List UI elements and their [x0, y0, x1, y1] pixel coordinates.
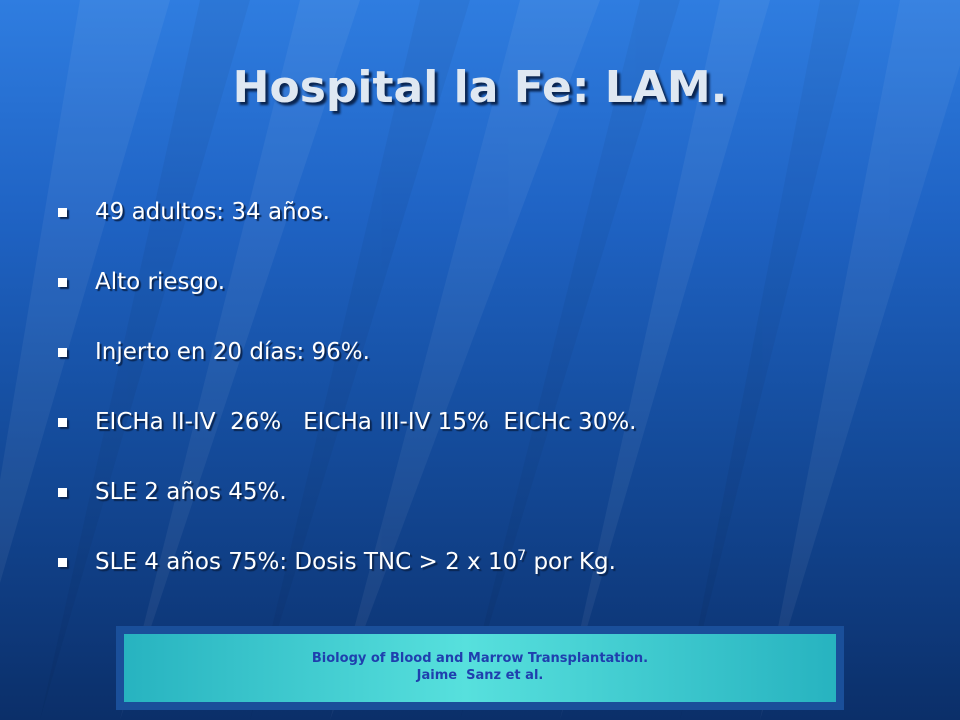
bullet-text: SLE 2 años 45%.	[95, 479, 287, 505]
bullet-item-engraftment: Injerto en 20 días: 96%.	[58, 332, 637, 402]
bullet-text: 49 adultos: 34 años.	[95, 199, 330, 225]
square-bullet-icon	[58, 278, 67, 287]
bullet-item-gvhd: EICHa II-IV 26% EICHa III-IV 15% EICHc 3…	[58, 402, 637, 472]
bullet-text-main: SLE 4 años 75%: Dosis TNC > 2 x 10	[95, 549, 518, 575]
citation-authors: Jaime Sanz et al.	[416, 668, 544, 683]
bullet-text-suffix: por Kg.	[526, 549, 616, 575]
bullet-item-cohort: 49 adultos: 34 años.	[58, 192, 637, 262]
square-bullet-icon	[58, 488, 67, 497]
bullet-item-risk: Alto riesgo.	[58, 262, 637, 332]
citation-box: Biology of Blood and Marrow Transplantat…	[124, 634, 836, 702]
bullet-exponent: 7	[517, 548, 527, 564]
bullet-text: Injerto en 20 días: 96%.	[95, 339, 370, 365]
square-bullet-icon	[58, 558, 67, 567]
square-bullet-icon	[58, 418, 67, 427]
citation-journal: Biology of Blood and Marrow Transplantat…	[311, 651, 649, 666]
bullet-text: EICHa II-IV 26% EICHa III-IV 15% EICHc 3…	[95, 409, 637, 435]
square-bullet-icon	[58, 208, 67, 217]
square-bullet-icon	[58, 348, 67, 357]
bullet-item-sle-4-years: SLE 4 años 75%: Dosis TNC > 2 x 107 por …	[58, 542, 637, 612]
bullet-item-sle-2-years: SLE 2 años 45%.	[58, 472, 637, 542]
slide-title: Hospital la Fe: LAM.	[232, 62, 728, 113]
bullet-text: Alto riesgo.	[95, 269, 226, 295]
bullet-list: 49 adultos: 34 años. Alto riesgo. Injert…	[58, 192, 637, 612]
